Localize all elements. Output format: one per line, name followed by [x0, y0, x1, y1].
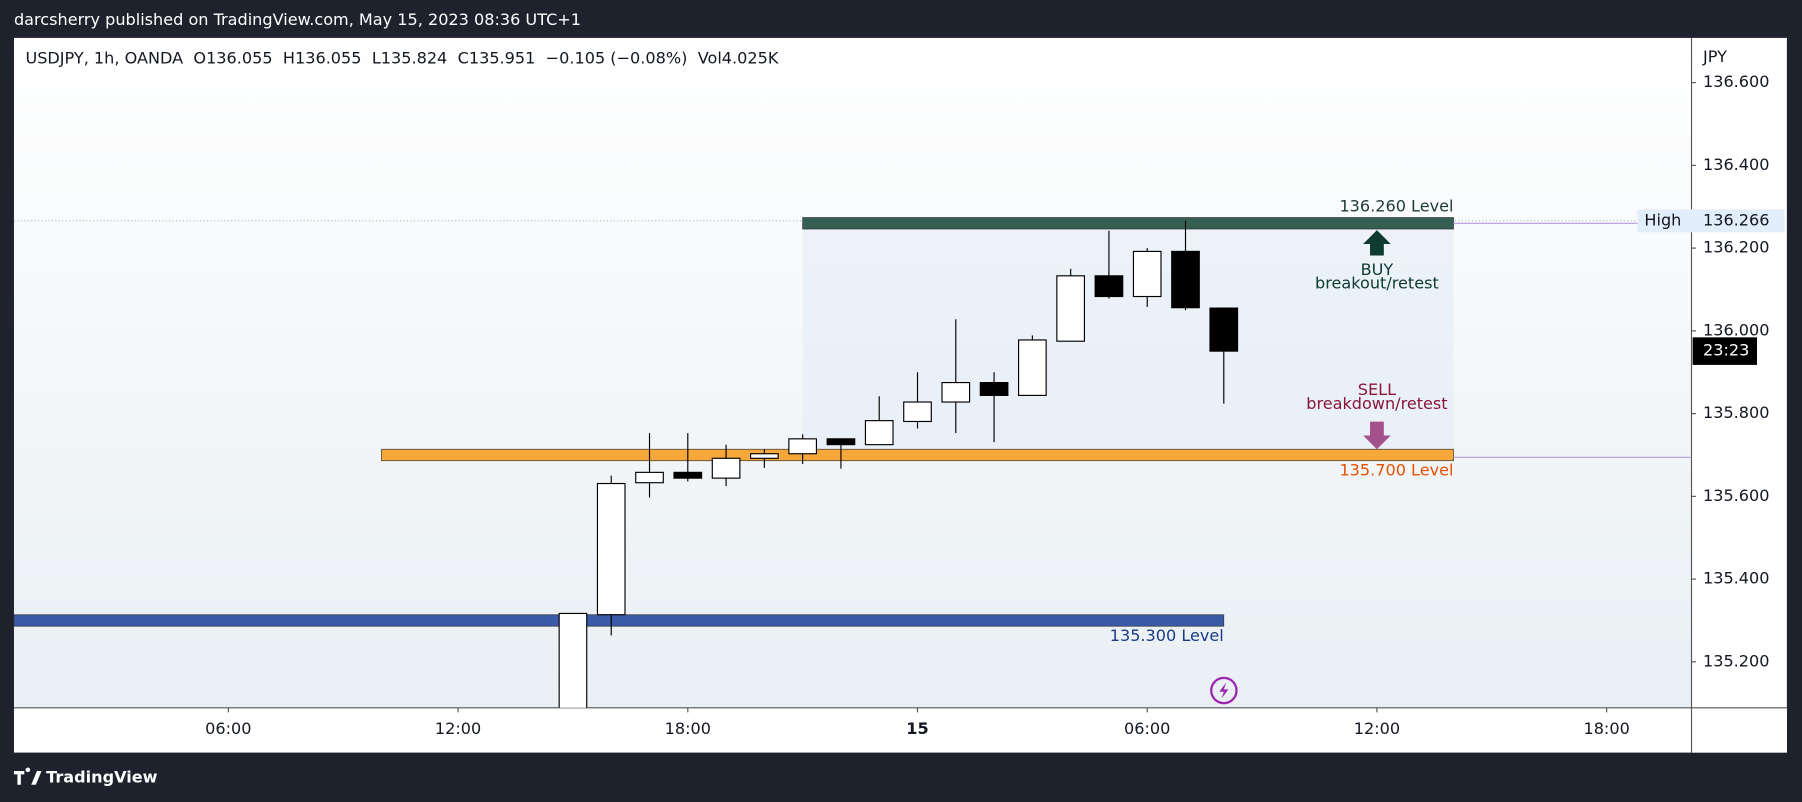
countdown-bg — [1692, 337, 1758, 365]
legend-low: L135.824 — [372, 48, 447, 67]
candle-body — [1132, 250, 1162, 298]
y-tick-label: 135.400 — [1703, 569, 1770, 588]
legend-symbol: USDJPY, 1h, OANDA — [25, 48, 183, 67]
time-axis — [13, 707, 1787, 753]
alert-icon — [1210, 676, 1238, 705]
high-tag-bg — [1637, 209, 1785, 233]
price-axis — [1691, 37, 1787, 753]
y-tick-label: 136.000 — [1703, 320, 1770, 339]
legend-high: H136.055 — [283, 48, 362, 67]
countdown: 23:23 — [1703, 341, 1749, 360]
candle-body — [1094, 275, 1124, 298]
level-band — [802, 217, 1454, 230]
legend-change: −0.105 (−0.08%) — [546, 48, 688, 67]
candle — [941, 319, 971, 434]
y-tick-label: 135.800 — [1703, 403, 1770, 422]
candle-body — [979, 381, 1009, 396]
candle — [826, 438, 856, 469]
high-tag: High — [1644, 210, 1681, 229]
level-band — [381, 448, 1454, 462]
candle — [903, 372, 932, 429]
candle-body — [788, 438, 818, 455]
y-tick-label: 136.400 — [1703, 155, 1770, 174]
y-tick-label: 135.200 — [1703, 651, 1770, 670]
legend: USDJPY, 1h, OANDA O136.055 H136.055 L135.82… — [25, 48, 778, 67]
high-price: 136.266 — [1703, 210, 1770, 229]
candle — [1018, 335, 1047, 396]
candle-body — [711, 457, 741, 479]
plot: 136.260 Level 135.700 Level 135.300 Level B… — [13, 197, 1692, 708]
currency-label: JPY — [1702, 47, 1727, 66]
candle — [788, 434, 818, 465]
annotation-text: breakout/retest — [1315, 274, 1439, 293]
annotation-text: SELL — [1358, 380, 1396, 399]
level-label: 135.300 Level — [1110, 626, 1224, 645]
sell-arrow — [1363, 421, 1391, 450]
level-label: 135.700 Level — [1339, 461, 1453, 480]
candle — [558, 612, 588, 708]
candle-body — [941, 381, 971, 403]
candle — [750, 449, 779, 468]
candle-body — [750, 453, 779, 459]
buy-arrow — [1363, 230, 1391, 256]
footer-brand: TradingView — [46, 767, 158, 786]
candle-body — [864, 420, 894, 446]
candle — [1171, 220, 1200, 311]
candle — [979, 372, 1009, 443]
x-tick-label: 06:00 — [1124, 719, 1170, 738]
legend-volume: Vol4.025K — [698, 48, 779, 67]
candle — [1209, 307, 1239, 404]
candle-body — [1018, 339, 1047, 396]
y-tick-label: 136.200 — [1703, 238, 1770, 257]
annotation-text: BUY — [1361, 260, 1394, 279]
candle-body — [1171, 250, 1200, 309]
candle — [596, 475, 626, 636]
candle — [711, 444, 741, 487]
candle-body — [1056, 275, 1086, 342]
zone — [802, 223, 1454, 455]
candle — [864, 396, 894, 446]
x-tick-label: 06:00 — [205, 719, 251, 738]
candle-body — [1209, 307, 1239, 352]
candle-body — [635, 471, 664, 484]
candle — [673, 433, 703, 482]
y-tick-label: 135.600 — [1703, 486, 1770, 505]
publish-header: darcsherry published on TradingView.com,… — [14, 10, 581, 29]
x-tick-label: 18:00 — [1583, 719, 1629, 738]
candle — [1094, 230, 1124, 299]
y-tick-label: 136.600 — [1703, 72, 1770, 91]
candle-body — [673, 471, 703, 479]
annotation-text: breakdown/retest — [1306, 394, 1447, 413]
x-tick-label: 12:00 — [435, 719, 481, 738]
candle — [1132, 248, 1162, 307]
candle-body — [826, 438, 856, 446]
legend-close: C135.951 — [458, 48, 536, 67]
candle-body — [596, 482, 626, 616]
candle-body — [558, 612, 588, 708]
level-label: 136.260 Level — [1339, 197, 1453, 216]
footer-logo — [13, 767, 42, 785]
legend-open: O136.055 — [193, 48, 272, 67]
x-tick-label: 18:00 — [665, 719, 711, 738]
x-tick-label: 15 — [906, 719, 928, 738]
candle-body — [903, 401, 932, 423]
x-tick-label: 12:00 — [1354, 719, 1400, 738]
candle — [1056, 268, 1086, 342]
level-band — [13, 614, 1225, 627]
candle — [635, 433, 664, 498]
